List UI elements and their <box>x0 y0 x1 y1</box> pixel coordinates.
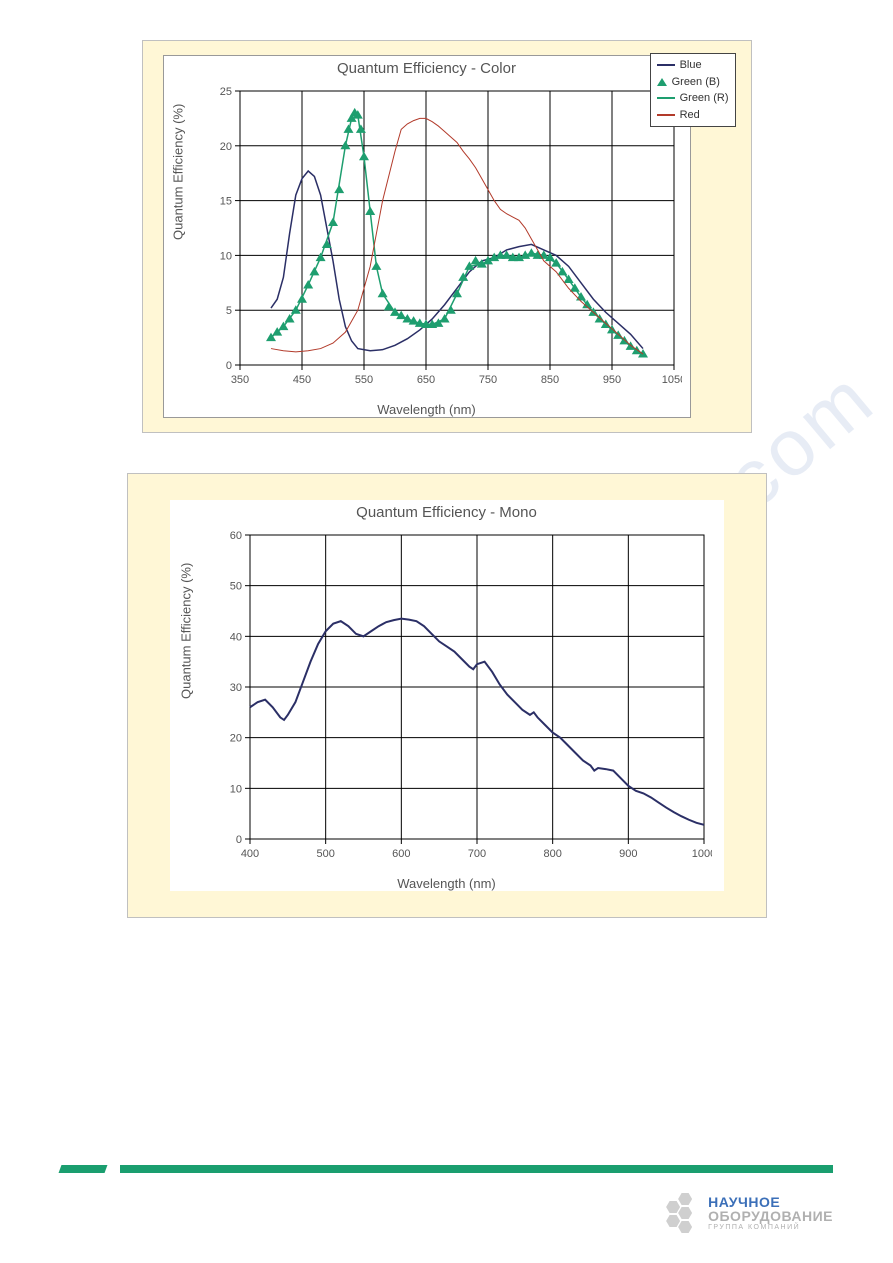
svg-text:40: 40 <box>229 631 241 643</box>
svg-text:850: 850 <box>540 374 558 386</box>
svg-text:1000: 1000 <box>691 848 711 860</box>
chart2-plot-wrap: Quantum Efficiency - Mono Quantum Effici… <box>170 500 724 891</box>
chart2-title: Quantum Efficiency - Mono <box>170 500 724 527</box>
chart1-panel: Quantum Efficiency - Color Quantum Effic… <box>142 40 752 433</box>
chart1-svg: 350 450 550 650 750 850 950 1050 0 5 10 15 20 25 <box>212 83 682 393</box>
svg-text:30: 30 <box>229 682 241 694</box>
svg-text:15: 15 <box>219 196 231 208</box>
svg-text:0: 0 <box>235 834 241 846</box>
svg-text:700: 700 <box>467 848 485 860</box>
svg-text:800: 800 <box>543 848 561 860</box>
svg-text:60: 60 <box>229 530 241 542</box>
svg-text:5: 5 <box>225 305 231 317</box>
svg-text:10: 10 <box>219 250 231 262</box>
svg-text:1050: 1050 <box>661 374 681 386</box>
footer-logo-line1: НАУЧНОЕ <box>708 1195 833 1210</box>
svg-text:750: 750 <box>478 374 496 386</box>
svg-text:950: 950 <box>602 374 620 386</box>
footer-logo-line3: ГРУППА КОМПАНИЙ <box>708 1224 833 1231</box>
svg-text:650: 650 <box>416 374 434 386</box>
svg-text:350: 350 <box>230 374 248 386</box>
chart2-xlabel: Wavelength (nm) <box>170 870 724 891</box>
legend-greenr: Green (R) <box>680 90 729 107</box>
svg-text:10: 10 <box>229 783 241 795</box>
legend-greenb: Green (B) <box>672 74 720 91</box>
chart1-legend: Blue Green (B) Green (R) Red <box>650 53 736 127</box>
svg-text:25: 25 <box>219 86 231 98</box>
svg-text:400: 400 <box>240 848 258 860</box>
footer-logo-line2: ОБОРУДОВАНИЕ <box>708 1209 833 1224</box>
page: manualshive.com Quantum Efficiency - Col… <box>0 0 893 1263</box>
chart2-ylabel: Quantum Efficiency (%) <box>178 562 193 698</box>
svg-text:20: 20 <box>219 141 231 153</box>
chart2-svg: 400 500 600 700 800 900 1000 0 10 20 30 40 50 60 <box>222 527 712 867</box>
svg-text:550: 550 <box>354 374 372 386</box>
svg-text:900: 900 <box>619 848 637 860</box>
svg-text:20: 20 <box>229 733 241 745</box>
footer-bar <box>60 1165 833 1173</box>
svg-text:50: 50 <box>229 581 241 593</box>
legend-red: Red <box>680 107 700 124</box>
chart2-panel: Quantum Efficiency - Mono Quantum Effici… <box>127 473 767 918</box>
footer-logo: НАУЧНОЕ ОБОРУДОВАНИЕ ГРУППА КОМПАНИЙ <box>666 1193 833 1233</box>
chart1-xlabel: Wavelength (nm) <box>164 396 690 417</box>
svg-text:0: 0 <box>225 360 231 372</box>
chart1-plot-wrap: Quantum Efficiency - Color Quantum Effic… <box>163 55 691 418</box>
chart1-title: Quantum Efficiency - Color <box>164 56 690 83</box>
legend-blue: Blue <box>680 57 702 74</box>
svg-text:450: 450 <box>292 374 310 386</box>
svg-text:600: 600 <box>392 848 410 860</box>
svg-text:500: 500 <box>316 848 334 860</box>
chart1-ylabel: Quantum Efficiency (%) <box>170 103 185 239</box>
